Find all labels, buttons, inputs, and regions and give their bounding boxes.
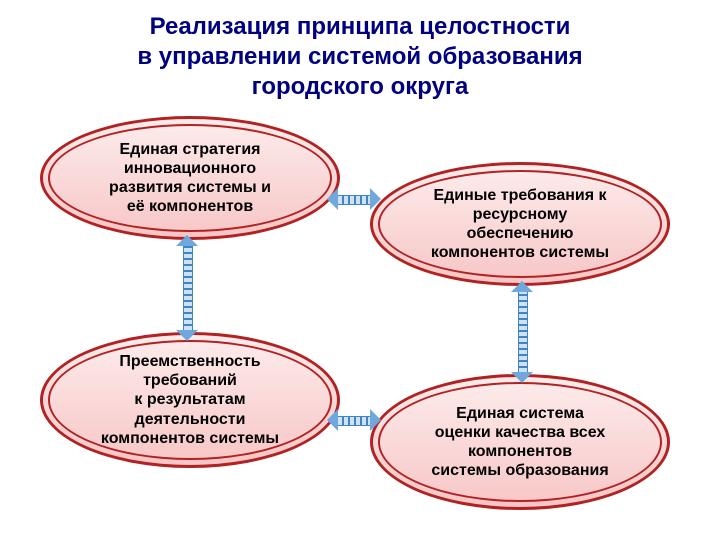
node-label: Единые требования к ресурсному обеспечен… bbox=[431, 186, 609, 263]
arrow-shaft bbox=[518, 292, 528, 372]
arrow-shaft bbox=[338, 416, 370, 426]
node-label: Единая система оценки качества всех комп… bbox=[431, 404, 608, 481]
arrow-head-left bbox=[327, 188, 338, 210]
arrow-head-right bbox=[370, 188, 381, 210]
arrow-head-up bbox=[176, 235, 198, 246]
node-n4: Единая система оценки качества всех комп… bbox=[370, 374, 670, 510]
title-line-2: в управлении системой образования bbox=[0, 42, 720, 72]
node-label: Преемственность требований к результатам… bbox=[101, 352, 279, 448]
node-label: Единая стратегия инновационного развития… bbox=[109, 140, 271, 217]
title-line-3: городского округа bbox=[0, 72, 720, 102]
arrow-head-down bbox=[511, 372, 533, 383]
arrow-head-up bbox=[511, 281, 533, 292]
node-n2: Единые требования к ресурсному обеспечен… bbox=[370, 162, 670, 286]
arrow-head-right bbox=[370, 409, 381, 431]
arrow-shaft bbox=[183, 246, 193, 330]
arrow-head-down bbox=[176, 330, 198, 341]
arrow-head-left bbox=[327, 409, 338, 431]
title-line-1: Реализация принципа целостности bbox=[0, 12, 720, 42]
diagram-title: Реализация принципа целостности в управл… bbox=[0, 12, 720, 102]
node-n3: Преемственность требований к результатам… bbox=[40, 332, 340, 468]
node-n1: Единая стратегия инновационного развития… bbox=[40, 116, 340, 240]
arrow-shaft bbox=[338, 195, 370, 205]
